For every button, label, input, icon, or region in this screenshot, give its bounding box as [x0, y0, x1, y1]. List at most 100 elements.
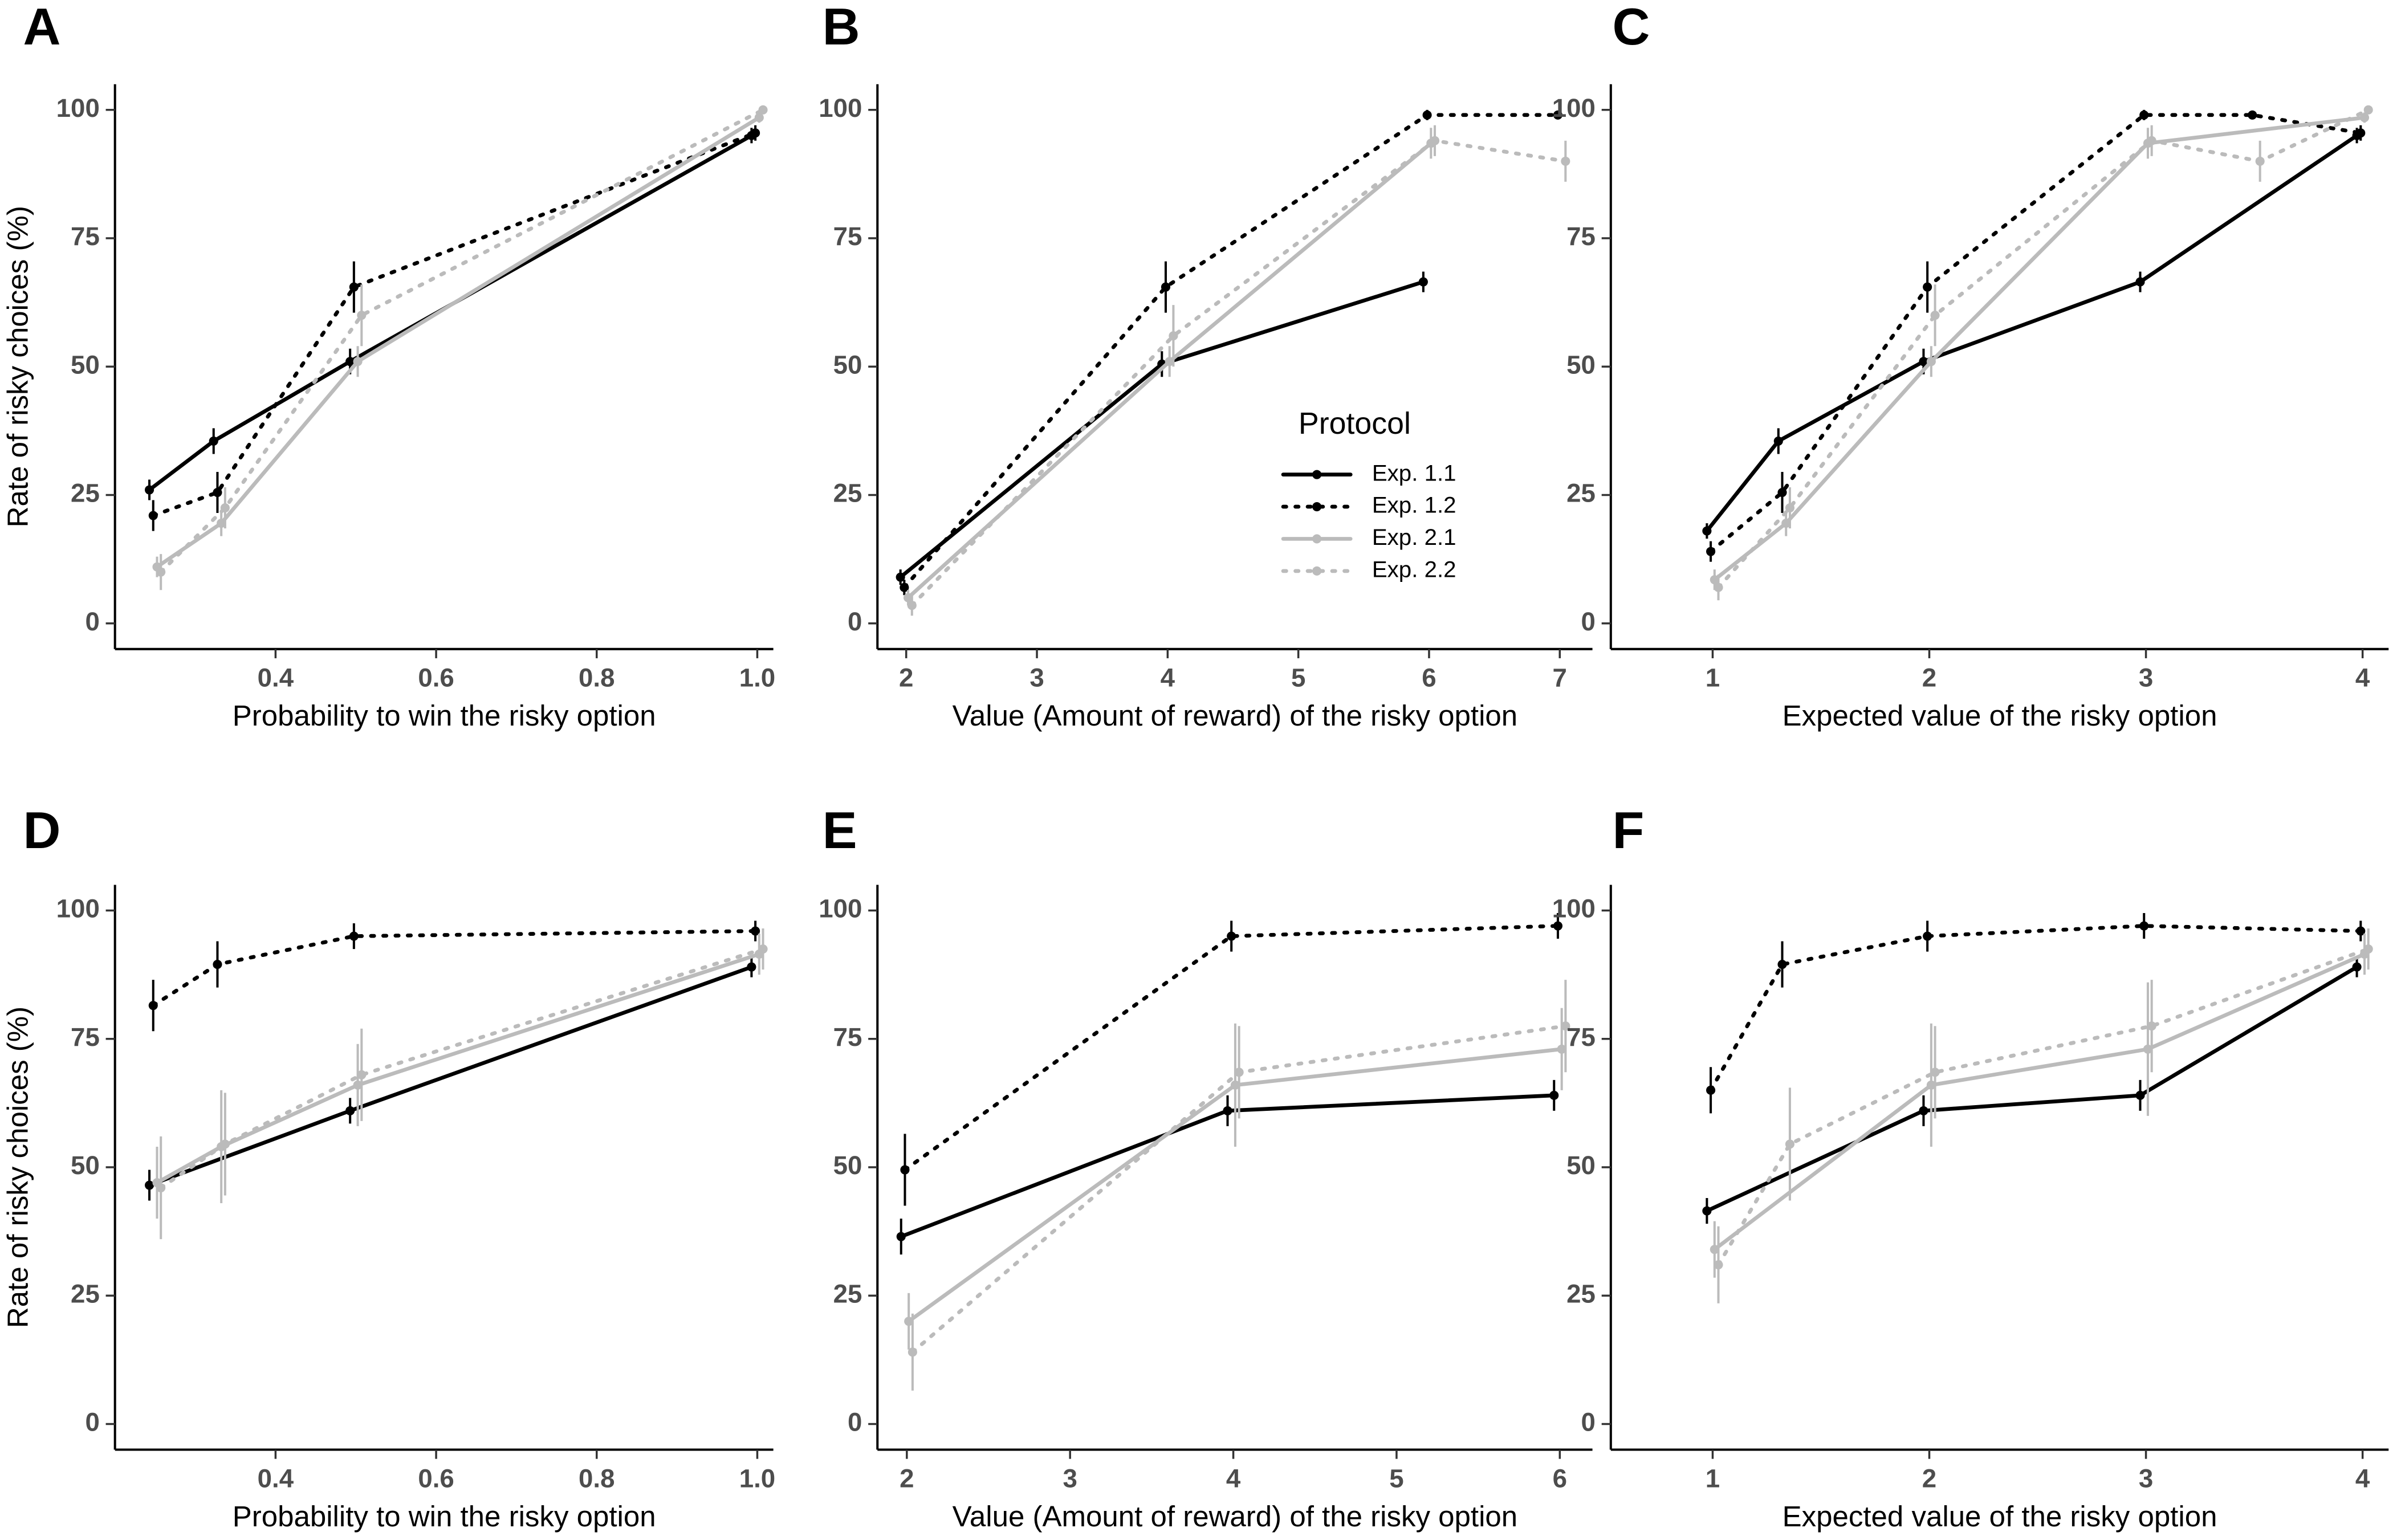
- y-tick-label: 50: [833, 1151, 862, 1180]
- point: [213, 960, 222, 969]
- series-line: [1716, 108, 2371, 590]
- x-tick-label: 0.6: [418, 1464, 454, 1493]
- point: [2352, 962, 2362, 972]
- y-tick-label: 75: [1566, 1022, 1596, 1052]
- point: [1930, 311, 1940, 320]
- point: [217, 519, 226, 528]
- panel: A 0 25 50 75 100 0.4 0.6 0.8 1.0 Probability to wi…: [2, 0, 776, 732]
- x-tick-label: 5: [1389, 1464, 1403, 1493]
- point: [754, 113, 764, 123]
- point: [1230, 1080, 1240, 1090]
- point: [345, 1106, 355, 1115]
- point: [2147, 1021, 2156, 1031]
- series-line: [903, 924, 1560, 1172]
- point: [148, 511, 158, 520]
- point: [1706, 1085, 1716, 1095]
- x-tick-label: 0.6: [418, 663, 454, 692]
- series-line: [147, 965, 754, 1187]
- point: [1702, 526, 1712, 536]
- panel-label: E: [823, 801, 857, 859]
- point: [1710, 575, 1719, 585]
- point: [220, 1139, 230, 1149]
- panel: B 0 25 50 75 100 2 3 4 5 6 7 Value (Amount of reward…: [819, 0, 1593, 732]
- x-tick-label: 3: [1029, 663, 1044, 692]
- y-tick-label: 25: [833, 479, 862, 508]
- point: [220, 503, 230, 513]
- y-tick-label: 75: [833, 1022, 862, 1052]
- panel-label: A: [23, 0, 61, 56]
- series-line: [902, 113, 1560, 590]
- y-tick-label: 0: [85, 607, 99, 636]
- panel-label: F: [1613, 801, 1645, 859]
- panel: C 0 25 50 75 100 1 2 3 4 Expected value of the ris…: [1552, 0, 2389, 732]
- y-tick-label: 100: [56, 894, 100, 923]
- point: [145, 1180, 154, 1190]
- y-tick-label: 25: [71, 479, 100, 508]
- point: [900, 1165, 910, 1175]
- x-axis-label: Probability to win the risky option: [233, 1500, 656, 1533]
- legend-dot: [1312, 502, 1322, 512]
- point: [758, 944, 768, 954]
- x-tick-label: 7: [1553, 663, 1567, 692]
- point: [1223, 1106, 1232, 1115]
- point: [1710, 1245, 1719, 1254]
- y-tick-label: 75: [71, 222, 100, 251]
- y-tick-label: 50: [1566, 350, 1596, 379]
- x-tick-label: 0.8: [579, 663, 615, 692]
- point: [357, 311, 367, 320]
- point: [2139, 110, 2149, 120]
- point: [751, 926, 760, 936]
- legend-dot: [1312, 470, 1322, 479]
- y-tick-label: 75: [833, 222, 862, 251]
- point: [1930, 1068, 1940, 1077]
- x-tick-label: 0.4: [258, 1464, 294, 1493]
- y-tick-label: 50: [1566, 1151, 1596, 1180]
- x-tick-label: 4: [2355, 1464, 2370, 1493]
- x-tick-label: 1: [1706, 663, 1720, 692]
- point: [2135, 277, 2145, 287]
- y-tick-label: 25: [71, 1279, 100, 1308]
- panel: F 0 25 50 75 100 1 2 3 4 Expected value of the ris…: [1552, 801, 2389, 1533]
- y-tick-label: 50: [833, 350, 862, 379]
- point: [904, 1317, 914, 1326]
- point: [1919, 357, 1928, 366]
- point: [907, 601, 917, 610]
- point: [209, 436, 218, 446]
- point: [1234, 1068, 1244, 1077]
- point: [156, 1183, 166, 1193]
- point: [751, 128, 760, 138]
- point: [1169, 331, 1178, 341]
- legend-label: Exp. 2.2: [1372, 556, 1456, 582]
- point: [1785, 1139, 1794, 1149]
- point: [896, 1232, 906, 1241]
- point: [1165, 357, 1174, 366]
- point: [2143, 1044, 2152, 1054]
- series-line: [158, 947, 765, 1190]
- x-axis-label: Expected value of the risky option: [1783, 699, 2217, 732]
- point: [900, 582, 909, 592]
- point: [1557, 1044, 1566, 1054]
- y-tick-label: 0: [848, 607, 862, 636]
- point: [1706, 547, 1716, 556]
- point: [357, 1070, 367, 1079]
- y-tick-label: 0: [848, 1408, 862, 1437]
- point: [1561, 156, 1570, 166]
- point: [1561, 1021, 1570, 1031]
- panel-label: D: [23, 801, 61, 859]
- panel-label: B: [823, 0, 860, 56]
- point: [1923, 282, 1932, 292]
- point: [1785, 503, 1794, 513]
- series-line: [1708, 113, 2363, 553]
- point: [2359, 113, 2370, 123]
- y-tick-label: 100: [1552, 894, 1596, 923]
- series-line: [158, 108, 765, 575]
- y-tick-label: 0: [1581, 1408, 1596, 1437]
- legend-dot: [1312, 534, 1322, 544]
- point: [1781, 519, 1791, 528]
- point: [908, 1347, 917, 1357]
- x-axis-label: Value (Amount of reward) of the risky op…: [953, 1500, 1518, 1533]
- x-tick-label: 2: [1922, 1464, 1936, 1493]
- series-line: [1712, 115, 2367, 582]
- series-line: [151, 131, 758, 518]
